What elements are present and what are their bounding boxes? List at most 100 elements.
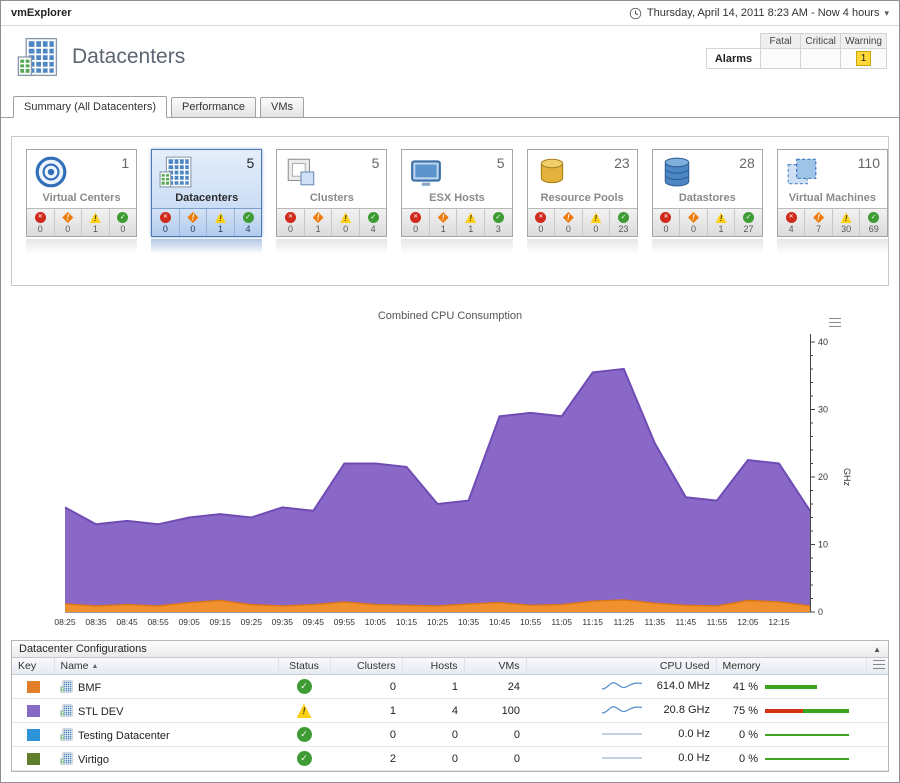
warning-count[interactable]: 1 — [456, 209, 484, 236]
tile-name: Datacenters — [175, 192, 239, 204]
tab-bar: Summary (All Datacenters) Performance VM… — [1, 95, 899, 118]
name-cell[interactable]: Testing Datacenter — [54, 722, 278, 747]
alarms-col-warning: Warning — [840, 33, 887, 49]
fatal-icon — [660, 212, 672, 223]
tile-wrap: 1 Virtual Centers 0 0 1 0 — [26, 149, 138, 285]
normal-count[interactable]: 4 — [358, 209, 387, 236]
cpu-value: 0.0 Hz — [678, 728, 710, 741]
critical-count[interactable]: 7 — [804, 209, 832, 236]
critical-icon — [688, 212, 699, 223]
name-cell[interactable]: STL DEV — [54, 698, 278, 723]
status-cell — [278, 674, 330, 699]
alarms-fatal-count[interactable] — [760, 48, 802, 69]
page-title: Datacenters — [72, 45, 186, 68]
col-key[interactable]: Key — [12, 658, 54, 675]
vms-cell: 24 — [464, 674, 526, 699]
normal-count[interactable]: 27 — [734, 209, 762, 236]
critical-count[interactable]: 1 — [428, 209, 457, 236]
tile-datastores[interactable]: 28 Datastores 0 0 1 27 — [651, 149, 763, 237]
normal-count[interactable]: 69 — [859, 209, 887, 236]
critical-count[interactable]: 1 — [303, 209, 332, 236]
key-swatch — [26, 680, 40, 693]
normal-count[interactable]: 4 — [233, 209, 262, 236]
critical-count[interactable]: 0 — [178, 209, 207, 236]
status-icon — [296, 703, 312, 718]
critical-count[interactable]: 0 — [679, 209, 707, 236]
normal-icon — [868, 212, 880, 223]
tile-reflection — [26, 239, 138, 254]
warning-count[interactable]: 1 — [81, 209, 109, 236]
warning-icon — [214, 212, 226, 223]
datacenter-icon — [60, 752, 73, 765]
tile-resource-pools[interactable]: 23 Resource Pools 0 0 0 23 — [526, 149, 638, 237]
alarms-warning-count[interactable]: 1 — [840, 48, 887, 69]
svg-text:09:25: 09:25 — [241, 617, 263, 627]
memory-percent: 41 % — [732, 680, 758, 693]
fatal-count[interactable]: 0 — [152, 209, 179, 236]
warning-count[interactable]: 0 — [581, 209, 610, 236]
tab-vms[interactable]: VMs — [260, 97, 305, 118]
critical-count[interactable]: 0 — [53, 209, 82, 236]
fatal-count[interactable]: 0 — [528, 209, 555, 236]
table-row[interactable]: Virtigo 2 0 0 0.0 Hz 0 % — [12, 746, 888, 771]
col-clusters[interactable]: Clusters — [329, 658, 402, 675]
warning-count[interactable]: 1 — [206, 209, 234, 236]
tile-virtual-centers[interactable]: 1 Virtual Centers 0 0 1 0 — [26, 149, 138, 237]
fatal-count[interactable]: 0 — [653, 209, 680, 236]
critical-count[interactable]: 0 — [554, 209, 582, 236]
memory-cell: 41 % — [716, 674, 866, 699]
vms-cell: 100 — [464, 698, 526, 723]
status-cell — [278, 746, 330, 771]
name-cell[interactable]: Virtigo — [54, 746, 278, 771]
fatal-count[interactable]: 4 — [778, 209, 805, 236]
chart-options-icon[interactable] — [829, 318, 841, 327]
collapse-icon[interactable]: ▲ — [873, 644, 881, 654]
time-range-selector[interactable]: Thursday, April 14, 2011 8:23 AM - Now 4… — [629, 7, 889, 20]
col-status[interactable]: Status — [277, 658, 330, 675]
tab-summary[interactable]: Summary (All Datacenters) — [13, 96, 168, 118]
clusters-icon — [284, 155, 318, 189]
tab-performance[interactable]: Performance — [171, 97, 257, 118]
svg-text:08:35: 08:35 — [85, 617, 107, 627]
alarms-critical-count[interactable] — [800, 48, 842, 69]
fatal-count[interactable]: 0 — [27, 209, 54, 236]
tile-datacenters[interactable]: 5 Datacenters 0 0 1 4 — [151, 149, 263, 237]
fatal-count[interactable]: 0 — [277, 209, 304, 236]
table-options-icon — [872, 660, 885, 669]
virtual-centers-icon — [34, 155, 68, 189]
cpu-cell: 20.8 GHz — [526, 698, 716, 723]
warning-count[interactable]: 1 — [706, 209, 735, 236]
tile-reflection — [651, 239, 763, 254]
fatal-count[interactable]: 0 — [402, 209, 429, 236]
tile-esx-hosts[interactable]: 5 ESX Hosts 0 1 1 3 — [401, 149, 513, 237]
col-vms[interactable]: VMs — [463, 658, 526, 675]
normal-count[interactable]: 0 — [108, 209, 137, 236]
panel-title: Datacenter Configurations — [19, 643, 147, 655]
table-options[interactable] — [865, 658, 888, 675]
name-cell[interactable]: BMF — [54, 674, 278, 699]
cpu-value: 614.0 MHz — [656, 680, 710, 693]
tile-clusters[interactable]: 5 Clusters 0 1 0 4 — [276, 149, 388, 237]
warning-count[interactable]: 0 — [331, 209, 359, 236]
col-hosts[interactable]: Hosts — [401, 658, 464, 675]
warning-count[interactable]: 30 — [831, 209, 860, 236]
svg-text:10: 10 — [818, 540, 828, 550]
normal-count[interactable]: 23 — [609, 209, 637, 236]
memory-bar — [765, 729, 849, 741]
svg-text:12:15: 12:15 — [768, 617, 790, 627]
clock-icon — [629, 7, 642, 20]
normal-count[interactable]: 3 — [484, 209, 512, 236]
memory-percent: 0 % — [739, 752, 758, 765]
col-cpu-used[interactable]: CPU Used — [525, 658, 716, 675]
table-row[interactable]: Testing Datacenter 0 0 0 0.0 Hz 0 % — [12, 722, 888, 747]
col-name[interactable]: Name ▲ — [53, 658, 278, 675]
col-memory[interactable]: Memory — [715, 658, 866, 675]
table-row[interactable]: BMF 0 1 24 614.0 MHz 41 % — [12, 674, 888, 699]
status-icon — [296, 727, 312, 742]
svg-text:09:35: 09:35 — [272, 617, 294, 627]
tile-virtual-machines[interactable]: 110 Virtual Machines 4 7 30 69 — [776, 149, 888, 237]
table-row[interactable]: STL DEV 1 4 100 20.8 GHz 75 % — [12, 698, 888, 723]
memory-cell: 0 % — [716, 722, 866, 747]
svg-text:12:05: 12:05 — [737, 617, 759, 627]
